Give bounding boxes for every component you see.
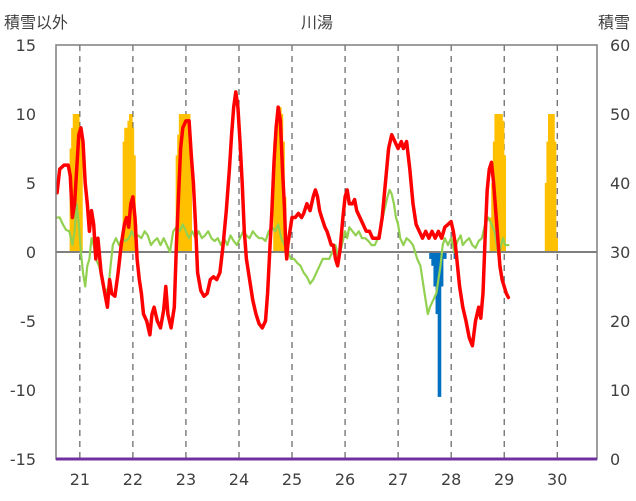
right-tick-label: 0 (610, 450, 620, 469)
chart-title: 川湯 (301, 13, 333, 32)
right-tick-label: 20 (610, 312, 630, 331)
x-axis-ticks: 21 22 23 24 25 26 27 28 29 30 (70, 470, 568, 489)
x-tick-label: 21 (70, 470, 90, 489)
x-tick-label: 26 (335, 470, 355, 489)
left-axis-label: 積雪以外 (4, 13, 68, 32)
orange-bar-47 (554, 238, 558, 252)
x-tick-label: 25 (282, 470, 302, 489)
x-tick-label: 28 (441, 470, 461, 489)
blue-bar-4 (437, 252, 442, 397)
right-tick-label: 50 (610, 105, 630, 124)
right-tick-label: 10 (610, 381, 630, 400)
left-axis-ticks: 15 10 5 0 -5 -10 -15 (10, 36, 36, 469)
orange-bar-6 (79, 141, 83, 252)
right-axis-label: 積雪 (598, 13, 630, 32)
left-tick-label: 15 (16, 36, 36, 55)
line-layer (55, 90, 511, 348)
x-tick-label: 27 (388, 470, 408, 489)
bar-layer (69, 107, 558, 397)
left-tick-label: 5 (26, 174, 36, 193)
blue-bar-5 (439, 252, 444, 287)
x-tick-label: 24 (229, 470, 249, 489)
x-tick-label: 29 (494, 470, 514, 489)
orange-bar-23 (188, 141, 192, 252)
right-tick-label: 60 (610, 36, 630, 55)
right-tick-label: 30 (610, 243, 630, 262)
right-tick-label: 40 (610, 174, 630, 193)
red-series-line (55, 90, 511, 348)
blue-bar-0 (429, 252, 433, 259)
orange-bar-39 (502, 155, 506, 252)
left-tick-label: -5 (20, 312, 36, 331)
left-tick-label: -15 (10, 450, 36, 469)
left-tick-label: 0 (26, 243, 36, 262)
x-tick-label: 23 (176, 470, 196, 489)
blue-bar-2 (433, 252, 438, 287)
x-tick-label: 30 (547, 470, 567, 489)
blue-bar-6 (442, 252, 447, 259)
blue-bar-1 (431, 252, 435, 266)
left-tick-label: 10 (16, 105, 36, 124)
orange-bar-46 (552, 141, 557, 252)
left-tick-label: -10 (10, 381, 36, 400)
x-tick-label: 22 (123, 470, 143, 489)
right-axis-ticks: 60 50 40 30 20 10 0 (610, 36, 630, 469)
